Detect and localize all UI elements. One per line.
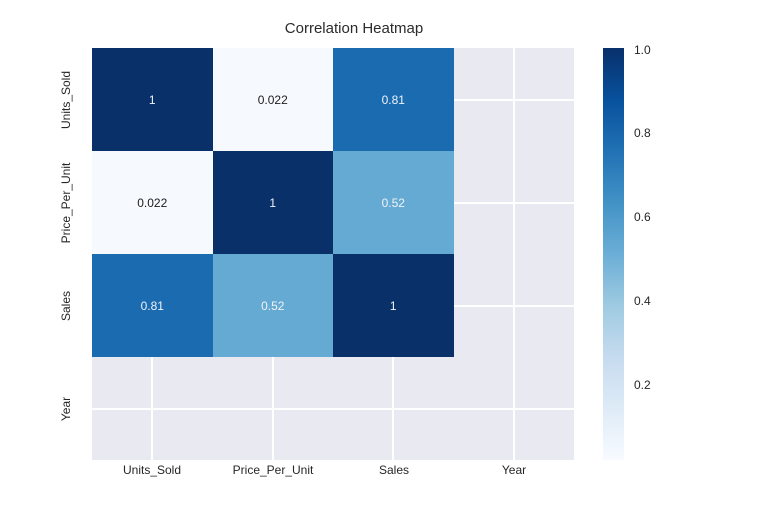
x-tick-label-units-sold: Units_Sold — [122, 463, 182, 477]
colorbar — [603, 48, 624, 460]
cell-value: 0.81 — [381, 92, 405, 107]
heatmap-cell: 0.81 — [92, 254, 213, 357]
cell-value: 0.022 — [257, 92, 288, 107]
cell-value: 1 — [389, 298, 397, 313]
y-tick-label-year: Year — [59, 396, 73, 422]
heatmap-cell — [454, 48, 575, 151]
heatmap-cell: 0.81 — [333, 48, 454, 151]
heatmap-cell: 0.022 — [212, 48, 333, 151]
x-tick-label-year: Year — [501, 463, 527, 477]
heatmap-cells: 1 0.022 0.81 0.022 1 0.52 0.81 0.52 1 — [92, 48, 574, 460]
heatmap-grid: 1 0.022 0.81 0.022 1 0.52 0.81 0.52 1 — [92, 48, 574, 460]
heatmap-cell: 0.52 — [333, 151, 454, 254]
cell-value: 1 — [148, 92, 156, 107]
x-tick-label-sales: Sales — [378, 463, 410, 477]
heatmap-cell: 1 — [92, 48, 213, 151]
cell-value: 1 — [269, 195, 277, 210]
heatmap-cell: 0.022 — [92, 151, 213, 254]
x-tick-label-price-per-unit: Price_Per_Unit — [232, 463, 314, 477]
colorbar-tick-label: 0.8 — [634, 126, 651, 140]
colorbar-tick-label: 0.2 — [634, 378, 651, 392]
heatmap-cell — [92, 357, 213, 460]
heatmap-cell — [454, 151, 575, 254]
y-tick-label-sales: Sales — [59, 290, 73, 322]
heatmap-cell — [454, 357, 575, 460]
chart-title: Correlation Heatmap — [284, 20, 424, 37]
gridline-horizontal — [92, 407, 574, 410]
cell-value: 0.81 — [140, 298, 164, 313]
colorbar-tick-label: 1.0 — [634, 43, 651, 57]
heatmap-cell — [213, 357, 334, 460]
colorbar-tick-label: 0.4 — [634, 294, 651, 308]
heatmap-cell — [333, 357, 454, 460]
cell-value: 0.52 — [261, 298, 285, 313]
heatmap-cell: 0.52 — [212, 254, 333, 357]
y-tick-label-price-per-unit: Price_Per_Unit — [59, 162, 73, 244]
heatmap-cell: 1 — [333, 254, 454, 357]
gridline-vertical — [512, 48, 515, 460]
y-tick-label-units-sold: Units_Sold — [59, 70, 73, 130]
heatmap-cell — [454, 254, 575, 357]
heatmap-cell: 1 — [212, 151, 333, 254]
cell-value: 0.022 — [137, 195, 168, 210]
cell-value: 0.52 — [381, 195, 405, 210]
colorbar-tick-label: 0.6 — [634, 210, 651, 224]
